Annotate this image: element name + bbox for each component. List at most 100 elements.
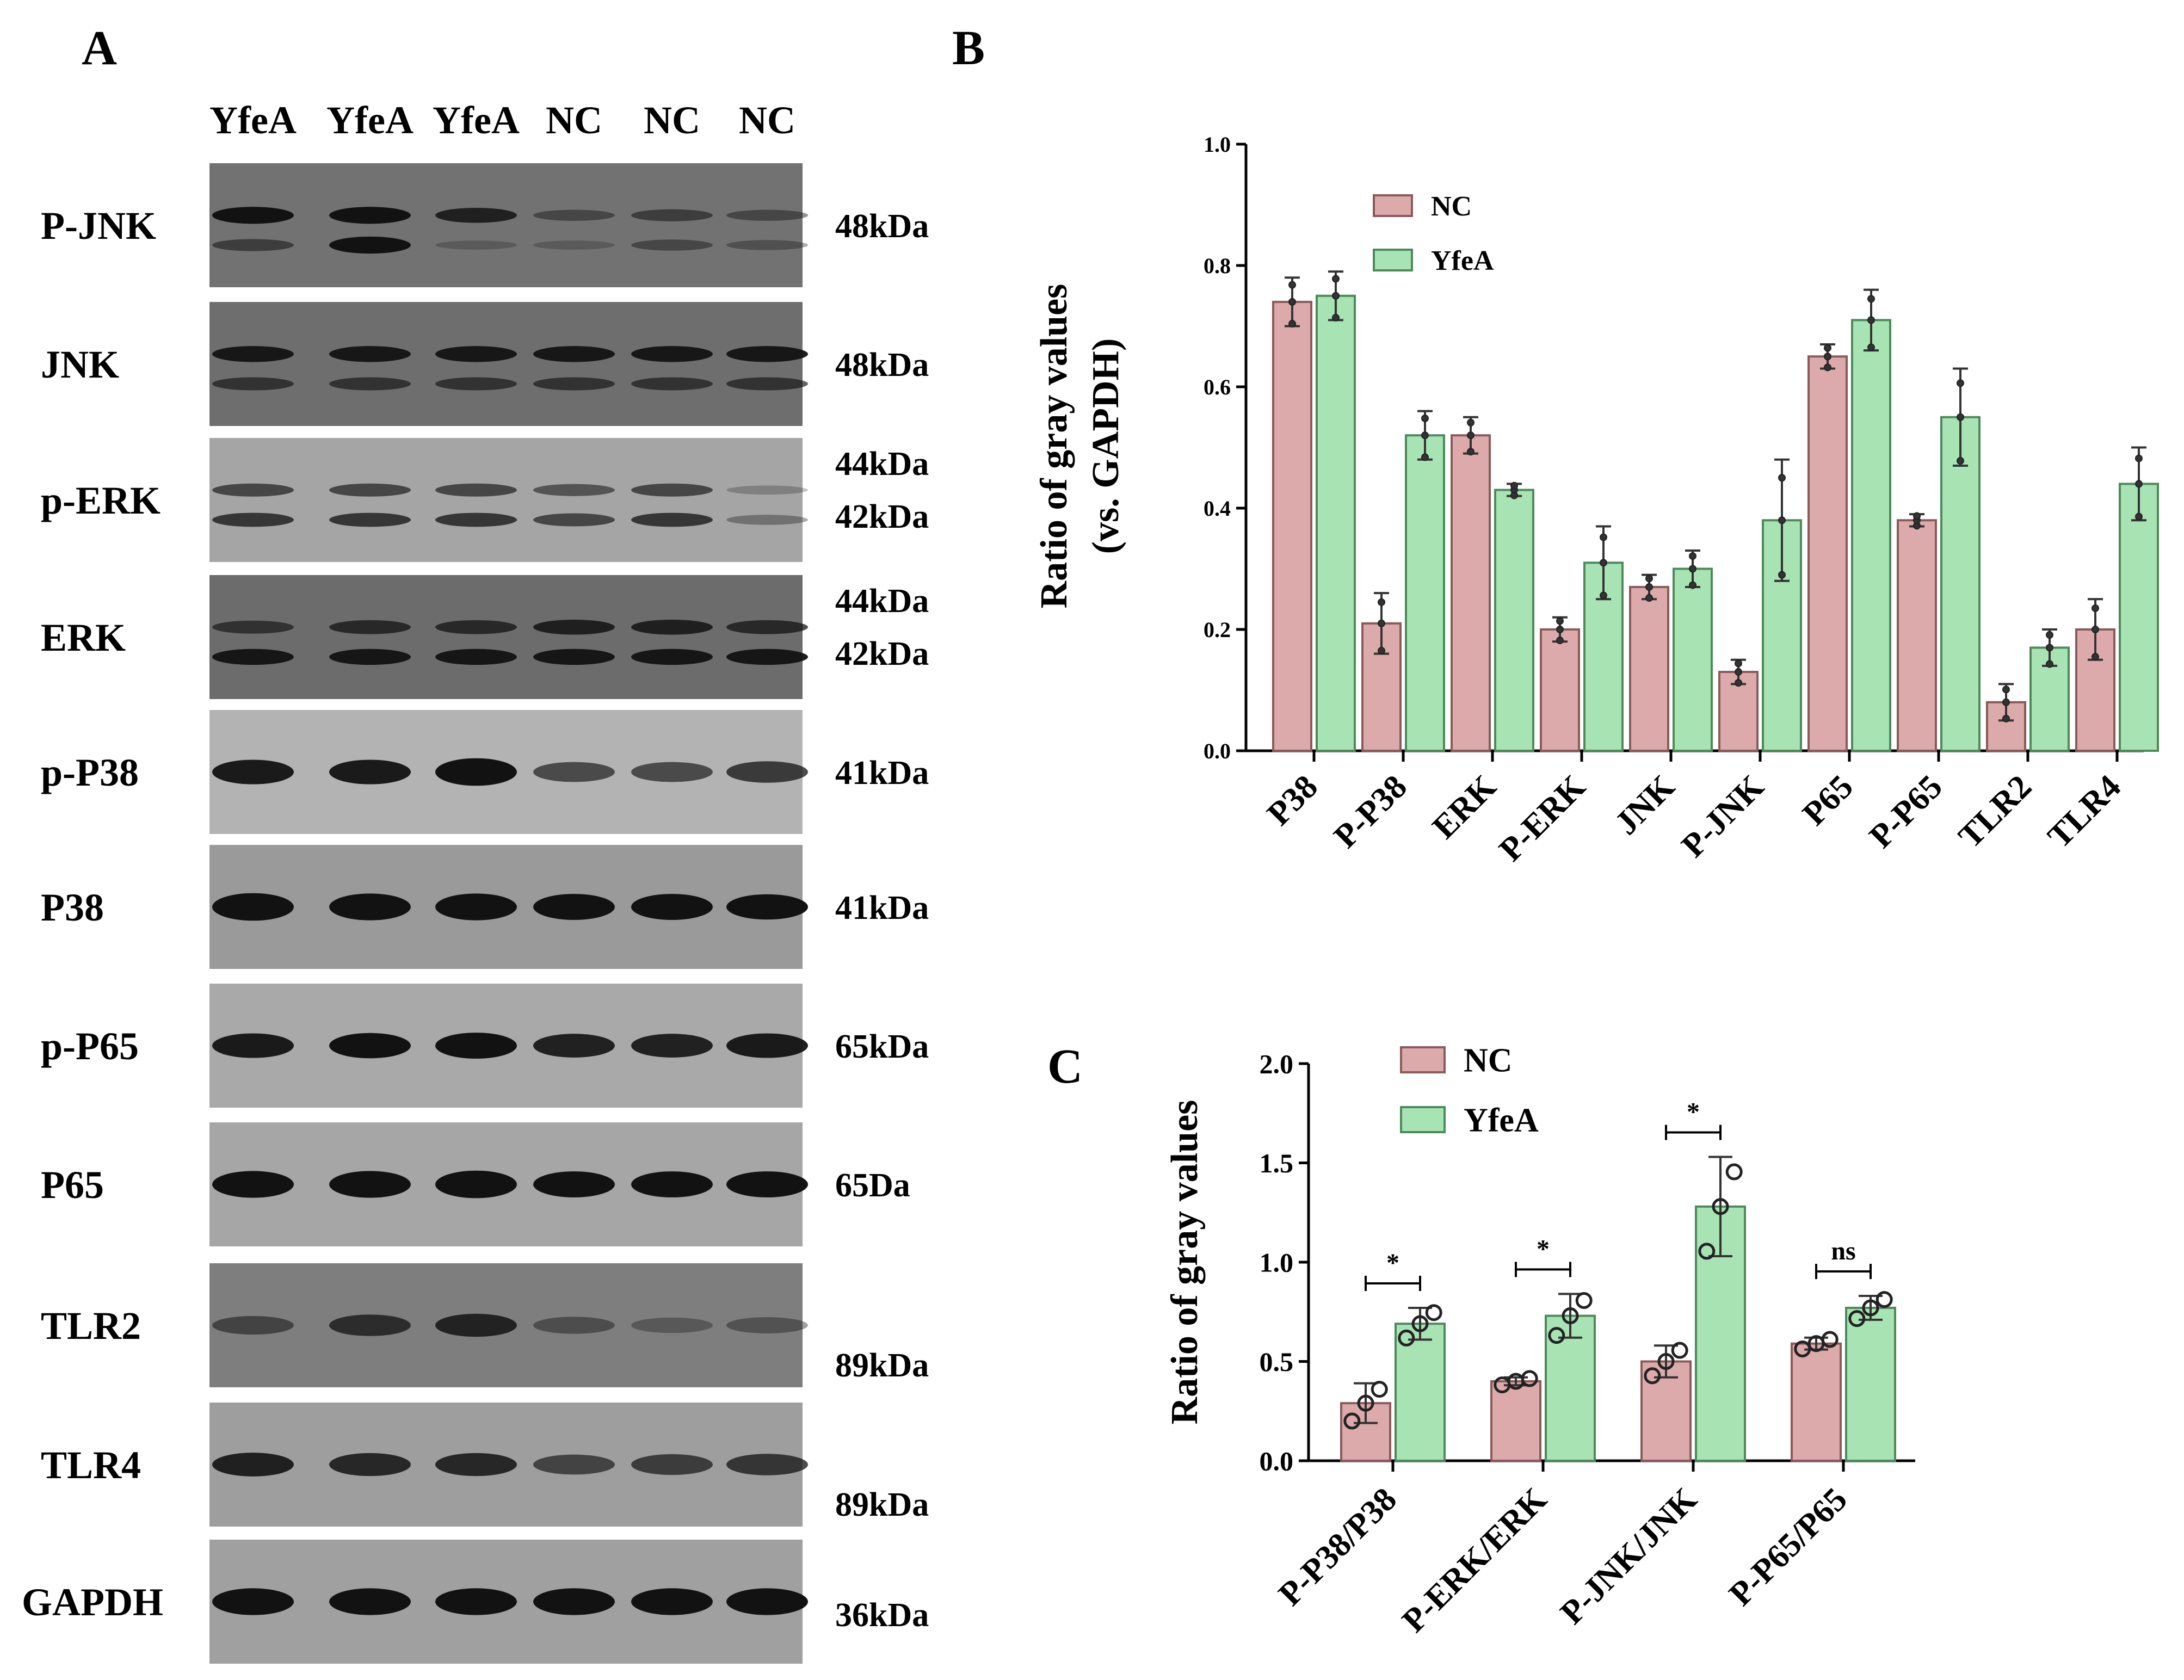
kda-label: 44kDa [835,446,929,483]
band [631,483,713,497]
kda-label: 36kDa [835,1597,929,1634]
category-label: TLR2 [1952,768,2039,855]
legend-label: YfeA [1431,245,1494,276]
band [329,207,411,224]
kda-label: 42kDa [835,635,929,672]
band [212,207,294,224]
data-point [1556,626,1564,633]
y-tick-label: 2.0 [1260,1049,1294,1079]
blot-p-erk: p-ERK 44kDa 42kDa [41,438,929,562]
data-point [1735,659,1742,668]
bar [1494,489,1534,752]
y-tick-label: 1.5 [1260,1148,1294,1178]
bar [1395,1323,1446,1462]
data-point [1913,512,1921,520]
data-point [1824,363,1831,372]
blot-p-p65: p-P65 65kDa [41,984,929,1108]
band [533,346,615,362]
bar [1897,519,1937,752]
category-label: P-JNK [1675,768,1771,864]
data-point [1957,457,1964,465]
band [329,1314,411,1336]
kda-label: 48kDa [835,208,929,245]
data-point [2135,512,2143,521]
legend-swatch [1400,1106,1446,1133]
band [631,346,713,362]
band [329,1588,411,1615]
lane-label: YfeA [209,98,297,142]
band [212,512,294,527]
data-point [2002,714,2010,722]
band [212,893,294,921]
category-label: P-P38 [1327,768,1414,855]
data-point [2046,644,2053,652]
band [212,620,294,634]
lane-label: YfeA [433,98,520,142]
band [726,1171,808,1197]
kda-label: 65Da [835,1167,910,1204]
category-label: P-JNK/JNK [1553,1481,1704,1632]
data-point [1398,1329,1415,1347]
western-blot-panel: A YfeA YfeA YfeA NC NC NC P-JNK 48kDa JNK 48kDa p… [22,21,929,1664]
legend-swatch [1373,249,1413,271]
band [329,620,411,634]
data-point [1562,1307,1579,1325]
band [435,648,517,665]
data-point [1824,353,1831,361]
legend-swatch [1400,1046,1446,1073]
band [631,512,713,527]
blot-strip [209,575,803,699]
data-point [2046,631,2053,639]
band [329,483,411,497]
band [329,512,411,527]
data-point [1657,1353,1675,1370]
band [631,1454,713,1475]
blot-tlr4: TLR4 89kDa [41,1403,929,1527]
data-point [1645,575,1653,583]
bar [1316,294,1356,752]
bar [1791,1342,1842,1462]
y-tick-label: 0.4 [1204,496,1231,521]
data-point [1288,298,1296,306]
y-tick-label: 0.8 [1204,254,1231,278]
band [329,1453,411,1477]
data-point [1600,533,1607,541]
bar-chart-c: C 0.0 0.5 1.0 1.5 2.0 P-P38/P38P-ERK/ERKP-JNK… [1047,1040,1915,1639]
significance-label: * [1537,1234,1550,1263]
band [533,762,615,782]
data-point [1671,1342,1688,1359]
band [212,483,294,497]
category-label: P-P65 [1862,768,1949,855]
band [533,894,615,920]
band [212,1033,294,1058]
category-label: P-ERK [1492,768,1592,868]
bar [2119,483,2159,752]
band [726,1588,808,1615]
panel-letter-c: C [1047,1040,1083,1094]
band [533,619,615,635]
y-tick-label: 0.5 [1260,1347,1294,1377]
band [435,346,517,362]
bar [1629,585,1669,752]
category-label: P65 [1796,768,1860,833]
band [631,209,713,221]
data-point [1378,598,1385,606]
data-point [1735,668,1742,676]
band [631,239,713,251]
band [435,1588,517,1615]
band [435,1313,517,1337]
kda-label: 41kDa [835,755,929,792]
data-point [1778,571,1786,579]
band [631,1588,713,1615]
data-point [1600,591,1607,600]
data-point [1421,431,1429,440]
data-point [1521,1370,1538,1387]
kda-label: 41kDa [835,890,929,927]
bar [1490,1380,1541,1462]
band [726,1317,808,1333]
bar [1451,434,1491,752]
band [329,648,411,665]
protein-label: TLR4 [41,1443,141,1487]
band [435,240,517,250]
band [533,1171,615,1197]
